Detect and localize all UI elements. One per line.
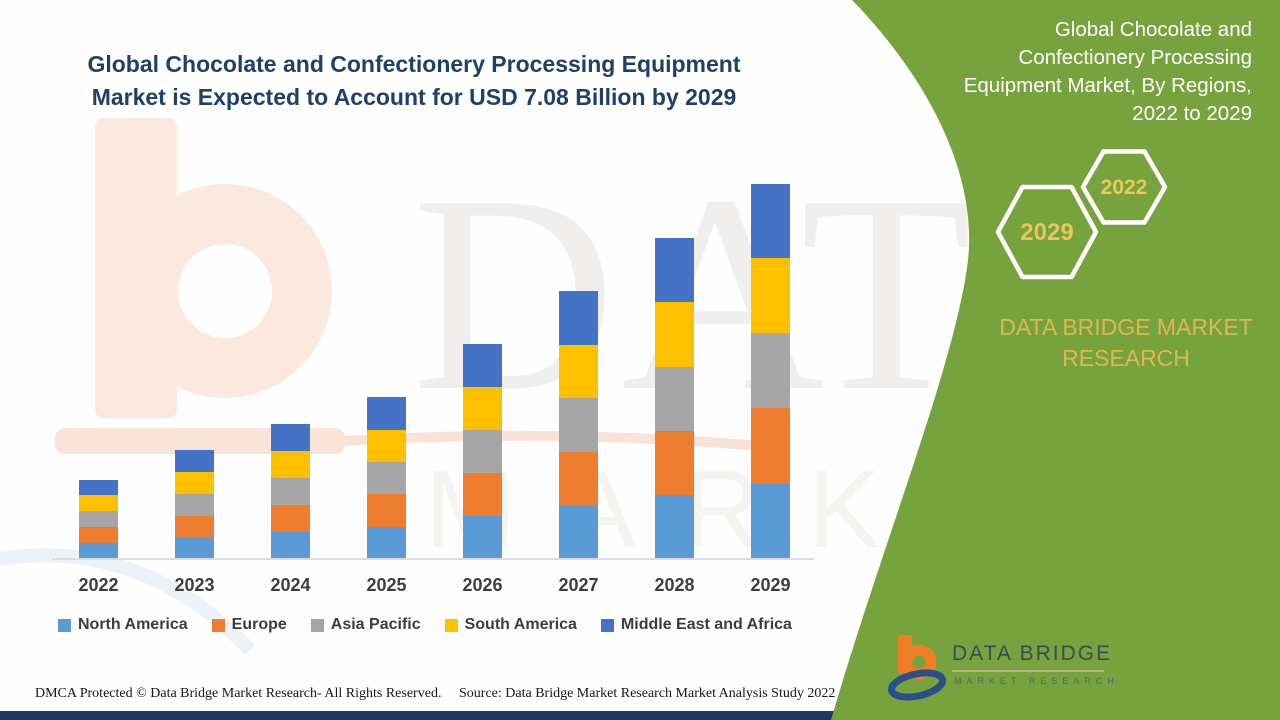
bar-segment-2025-south-america <box>367 429 406 462</box>
bar-segment-2022-asia-pacific <box>79 511 118 528</box>
legend-item-south-america: South America <box>444 616 577 634</box>
x-axis-label-2023: 2023 <box>174 575 215 595</box>
bottom-navy-strip <box>0 711 1280 720</box>
bar-segment-2027-europe <box>559 451 598 506</box>
bar-segment-2025-middle-east-and-africa <box>367 397 406 430</box>
bar-segment-2029-north-america <box>751 483 790 559</box>
bar-segment-2024-middle-east-and-africa <box>271 423 310 451</box>
bar-segment-2024-south-america <box>271 450 310 478</box>
bar-segment-2029-europe <box>751 408 790 484</box>
databridge-logo: DATA BRIDGE MARKET RESEARCH <box>888 632 1128 714</box>
legend-label: Middle East and Africa <box>620 616 792 633</box>
legend-item-north-america: North America <box>58 616 188 634</box>
bar-segment-2026-middle-east-and-africa <box>463 344 502 388</box>
legend-swatch <box>444 618 458 632</box>
legend-item-europe: Europe <box>211 616 287 634</box>
legend-item-middle-east-and-africa: Middle East and Africa <box>600 616 792 634</box>
bar-segment-2027-south-america <box>559 344 598 399</box>
bar-chart: 2022 2023 2024 2025 2026 2027 2028 2029 <box>78 183 791 595</box>
bar-segment-2022-middle-east-and-africa <box>79 479 118 496</box>
bar-segment-2023-middle-east-and-africa <box>175 450 214 473</box>
chart-legend: North America Europe Asia Pacific South Ame… <box>58 616 792 634</box>
bar-segment-2022-south-america <box>79 495 118 512</box>
bar-segment-2028-middle-east-and-africa <box>655 238 694 303</box>
legend-label: Europe <box>231 616 287 633</box>
bar-segment-2026-south-america <box>463 387 502 431</box>
bar-segment-2025-europe <box>367 494 406 527</box>
bar-segment-2029-south-america <box>751 257 790 334</box>
bar-segment-2027-middle-east-and-africa <box>559 291 598 345</box>
x-axis-label-2027: 2027 <box>558 575 599 595</box>
legend-label: North America <box>78 616 188 633</box>
hexagon-2022-label: 2022 <box>1101 176 1148 199</box>
bar-segment-2026-north-america <box>463 516 502 559</box>
x-axis-line <box>52 558 814 560</box>
legend-swatch <box>211 618 225 632</box>
bar-segment-2028-asia-pacific <box>655 366 694 431</box>
chart-title: Global Chocolate and Confectionery Proce… <box>87 51 741 110</box>
legend-label: Asia Pacific <box>330 616 421 633</box>
bar-segment-2023-north-america <box>175 537 214 559</box>
bar-segment-2029-middle-east-and-africa <box>751 183 790 258</box>
bar-segment-2026-asia-pacific <box>463 430 502 474</box>
bar-segment-2023-europe <box>175 515 214 538</box>
x-axis-label-2026: 2026 <box>462 575 503 595</box>
panel-brand-text: DATA BRIDGE MARKET RESEARCH <box>999 314 1253 371</box>
bar-segment-2025-north-america <box>367 526 406 559</box>
x-axis-label-2028: 2028 <box>654 575 695 595</box>
bar-segment-2025-asia-pacific <box>367 462 406 495</box>
bar-segment-2024-asia-pacific <box>271 477 310 505</box>
bar-segment-2022-europe <box>79 527 118 544</box>
x-axis-label-2022: 2022 <box>78 575 119 595</box>
bar-segment-2028-europe <box>655 430 694 495</box>
footer-source-text: Source: Data Bridge Market Research Mark… <box>459 686 836 701</box>
legend-swatch <box>310 618 324 632</box>
bar-segment-2027-asia-pacific <box>559 398 598 452</box>
hexagon-2029 <box>995 184 1099 280</box>
logo-name-text: DATA BRIDGE <box>952 642 1113 665</box>
x-axis-label-2024: 2024 <box>270 575 311 595</box>
panel-heading: Global Chocolate and Confectionery Proce… <box>963 18 1252 125</box>
logo-sub-text: MARKET RESEARCH <box>954 676 1119 686</box>
bar-segment-2023-asia-pacific <box>175 493 214 516</box>
legend-swatch <box>600 618 614 632</box>
hexagon-2022 <box>1080 149 1168 225</box>
legend-item-asia-pacific: Asia Pacific <box>310 616 421 634</box>
legend-label: South America <box>464 616 577 633</box>
bar-segment-2023-south-america <box>175 472 214 494</box>
x-axis-label-2025: 2025 <box>366 575 407 595</box>
bar-segment-2024-north-america <box>271 531 310 559</box>
hexagon-2029-label: 2029 <box>1020 219 1073 246</box>
bar-segment-2022-north-america <box>79 543 118 559</box>
x-axis-label-2029: 2029 <box>750 575 791 595</box>
bar-segment-2028-south-america <box>655 302 694 367</box>
bar-segment-2026-europe <box>463 473 502 517</box>
bar-segment-2027-north-america <box>559 505 598 559</box>
footer-dmca-text: DMCA Protected © Data Bridge Market Rese… <box>35 686 442 701</box>
logo-gold-rule <box>952 670 1104 672</box>
databridge-logo-icon <box>888 635 946 701</box>
legend-swatch <box>58 618 71 632</box>
bar-segment-2024-europe <box>271 504 310 532</box>
bar-segment-2028-north-america <box>655 494 694 559</box>
bar-segment-2029-asia-pacific <box>751 333 790 409</box>
